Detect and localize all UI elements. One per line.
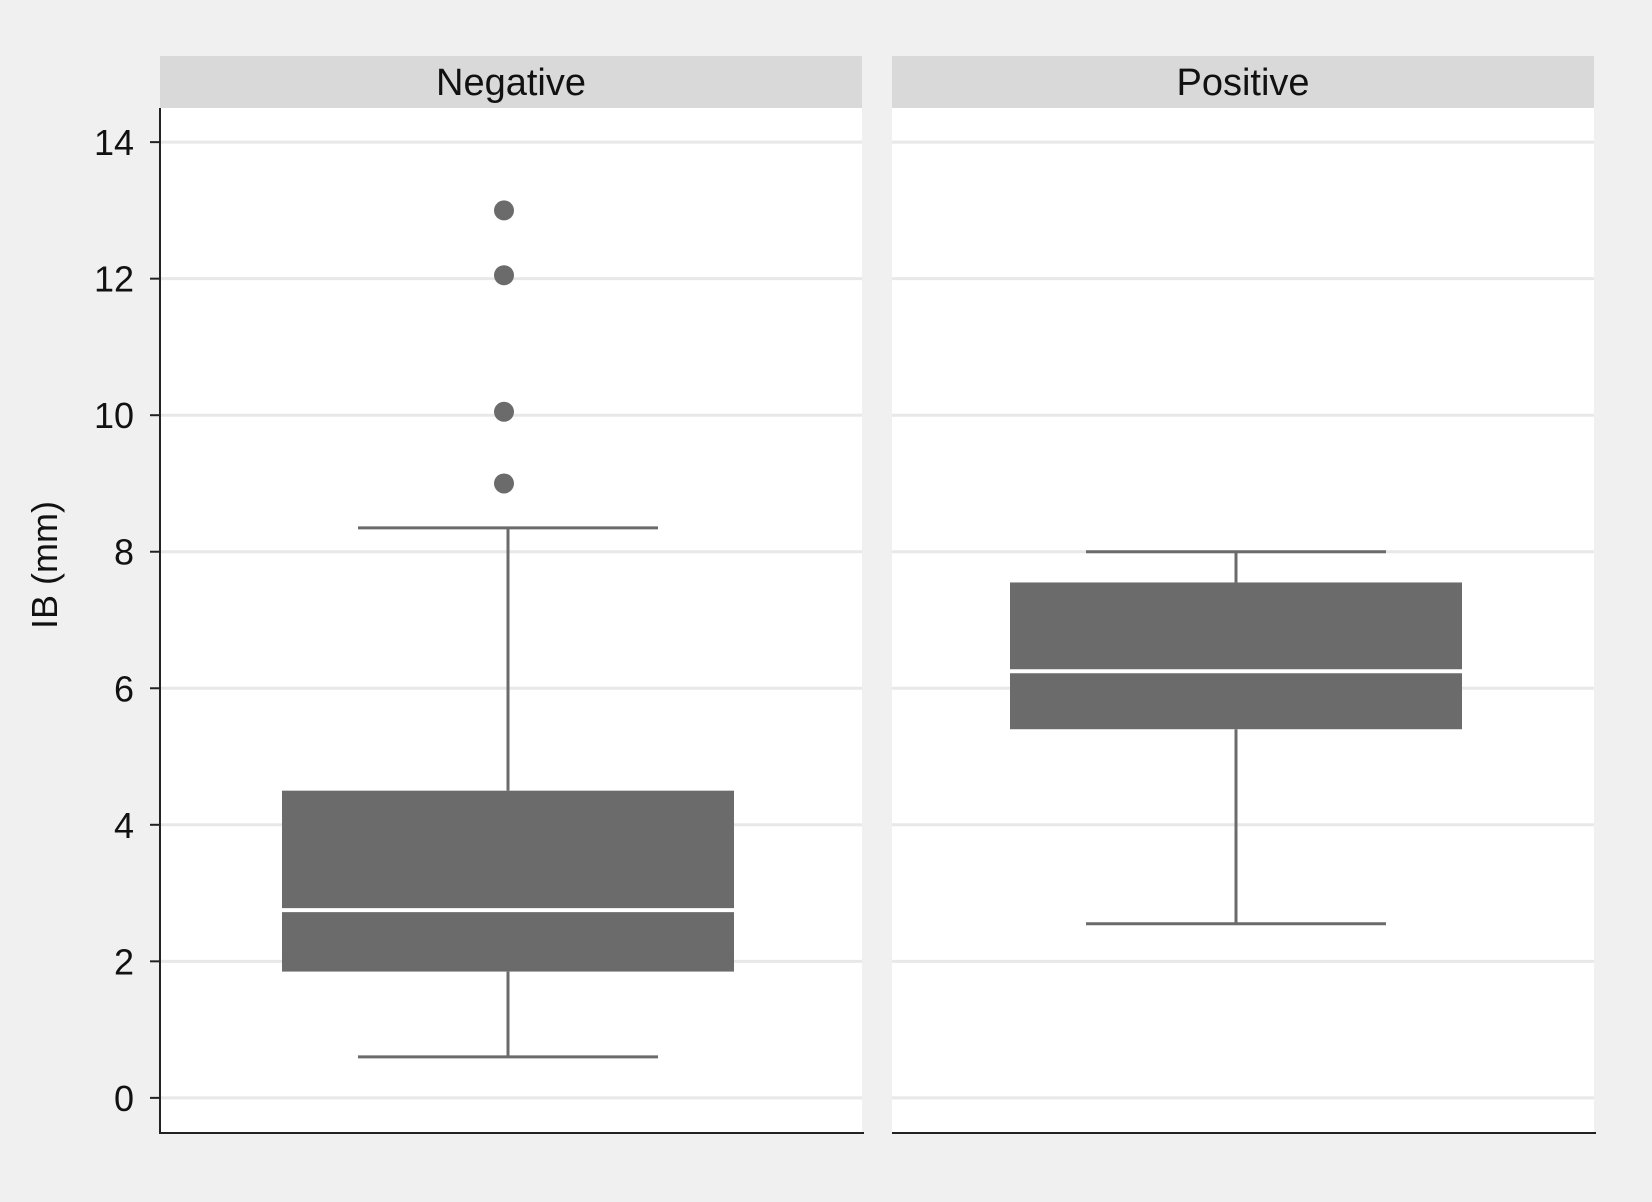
panels: Negative Positive <box>160 56 1596 1134</box>
panel-strip <box>892 56 1594 108</box>
y-tick-label: 6 <box>114 668 134 709</box>
iqr-box <box>1010 582 1462 730</box>
outlier-point <box>494 401 514 422</box>
y-tick-group: 0 2 4 6 8 10 12 14 <box>94 122 160 1119</box>
panel-strip <box>160 56 862 108</box>
iqr-box <box>282 790 734 972</box>
outlier-point <box>494 265 514 286</box>
outlier-point <box>494 473 514 494</box>
y-tick-label: 4 <box>114 805 134 846</box>
y-tick-label: 12 <box>94 259 134 300</box>
panel-strip-label: Negative <box>436 62 586 104</box>
panel-background <box>160 108 862 1132</box>
panel-negative: Negative <box>160 56 864 1134</box>
y-tick-label: 8 <box>114 532 134 573</box>
y-axis: 0 2 4 6 8 10 12 14 IB (mm) <box>24 108 161 1134</box>
y-axis-label: IB (mm) <box>24 501 65 629</box>
y-tick-label: 10 <box>94 395 134 436</box>
panel-strip-label: Positive <box>1176 62 1309 104</box>
y-tick-label: 0 <box>114 1078 134 1119</box>
y-tick-label: 14 <box>94 122 134 163</box>
outlier-point <box>494 200 514 221</box>
y-tick-label: 2 <box>114 941 134 982</box>
panel-positive: Positive <box>892 56 1596 1134</box>
